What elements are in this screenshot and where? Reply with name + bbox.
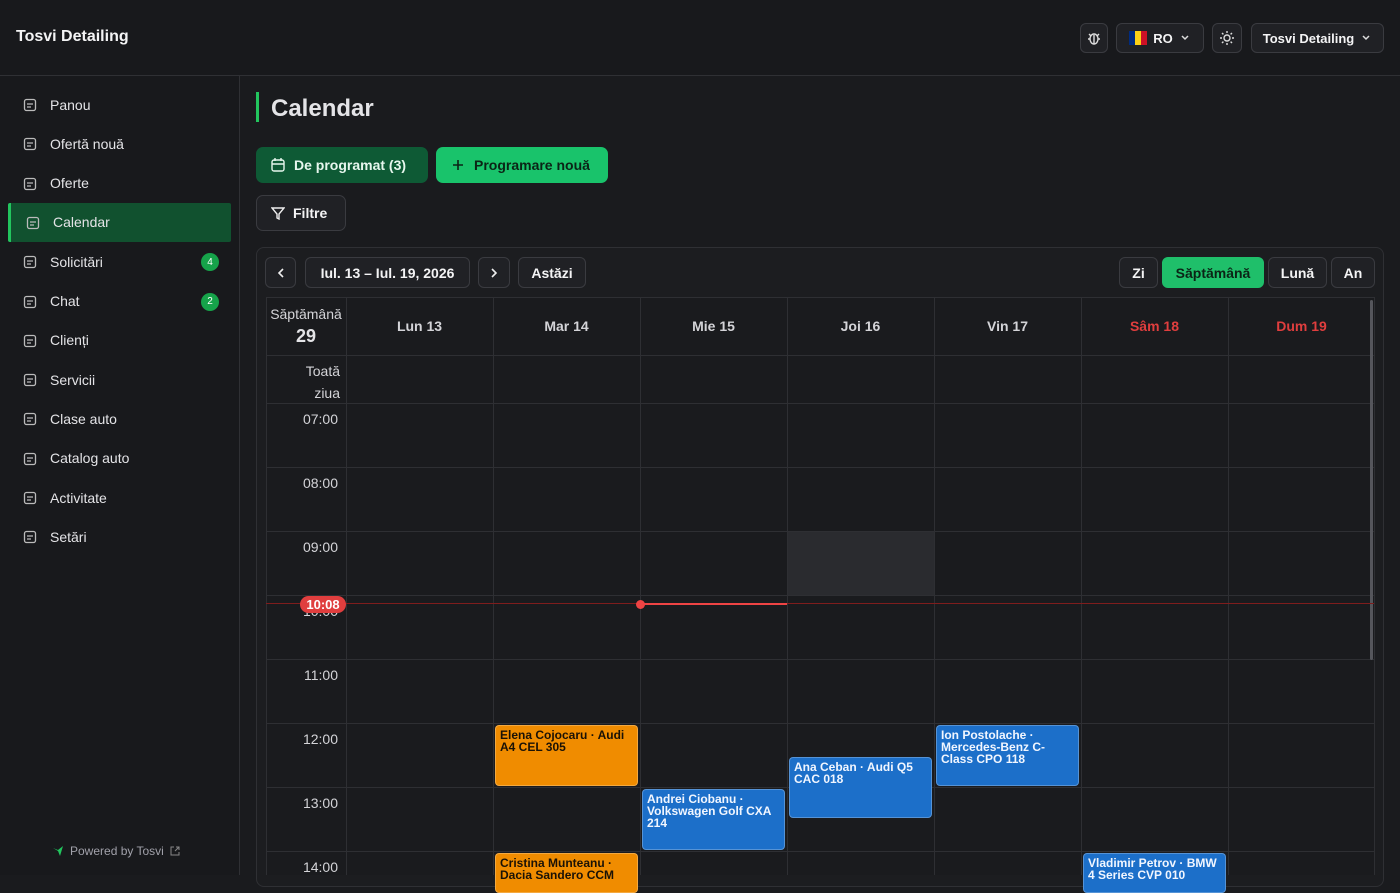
nav-label: Solicitări <box>50 253 103 270</box>
nav-label: Servicii <box>50 371 96 388</box>
nav-label: Activitate <box>50 489 107 506</box>
language-select[interactable]: RO <box>1116 23 1204 53</box>
hour-label: 08:00 <box>302 475 338 491</box>
nav-label: Clase auto <box>50 410 117 427</box>
grid-line <box>934 297 935 875</box>
footer-text: Powered by Tosvi <box>70 844 164 858</box>
nav-label: Catalog auto <box>50 450 130 467</box>
brand[interactable]: Tosvi Detailing <box>16 28 129 45</box>
day-header: Mar 14 <box>544 318 589 334</box>
nav-label: Chat <box>50 293 80 309</box>
day-header: Dum 19 <box>1276 318 1327 334</box>
cell-highlight <box>787 531 934 595</box>
nav-item[interactable]: Servicii <box>8 360 231 399</box>
title-accent <box>256 92 259 122</box>
sidebar: Powered by Tosvi Panou Ofertă nouă Oferte C… <box>0 76 240 875</box>
all-day-label: Toată ziua <box>305 363 340 401</box>
now-line-today <box>640 603 787 605</box>
nav-item[interactable]: Ofertă nouă <box>8 124 231 163</box>
page-title: Calendar <box>271 95 374 122</box>
event[interactable]: Ana Ceban · Audi Q5 CAC 018 <box>789 757 932 818</box>
now-label: 10:08 <box>300 596 346 613</box>
today-button[interactable]: Astăzi <box>518 257 586 288</box>
view-button[interactable]: An <box>1331 257 1375 288</box>
account: Tosvi Detailing <box>1262 30 1355 46</box>
nav-badge: 4 <box>201 253 219 272</box>
next-button[interactable] <box>478 257 510 288</box>
day-header: Mie 15 <box>692 318 735 334</box>
grid-line <box>266 531 1374 532</box>
view-button[interactable]: Lună <box>1268 257 1327 288</box>
grid-line <box>1081 297 1082 875</box>
grid-line <box>266 467 1374 468</box>
hour-label: 09:00 <box>302 539 338 555</box>
now-line <box>266 603 1374 604</box>
nav-item[interactable]: Calendar <box>8 202 231 242</box>
nav-label: Clienți <box>50 332 89 349</box>
event[interactable]: Andrei Ciobanu · Volkswagen Golf CXA 214 <box>642 789 785 850</box>
unscheduled-button[interactable]: De programat (3) <box>256 147 428 183</box>
hour-label: 12:00 <box>302 731 338 747</box>
grid-line <box>787 297 788 875</box>
header: Tosvi Detailing RO Tosvi Detailing <box>0 0 1400 76</box>
grid-line <box>1374 297 1375 875</box>
theme-button[interactable] <box>1212 23 1242 53</box>
view-button[interactable]: Zi <box>1119 257 1158 288</box>
week-label: Săptămână <box>270 306 342 322</box>
grid-line <box>266 659 1374 660</box>
grid-line <box>266 851 1374 852</box>
event[interactable]: Cristina Munteanu · Dacia Sandero CCM <box>495 853 638 893</box>
nav-item[interactable]: Clienți <box>8 321 231 360</box>
grid-line <box>346 297 347 875</box>
nav-item[interactable]: Setări <box>8 517 231 556</box>
day-header: Vin 17 <box>987 318 1028 334</box>
powered-by[interactable]: Powered by Tosvi <box>52 844 180 858</box>
debug-button[interactable] <box>1080 23 1108 53</box>
grid-line <box>266 723 1374 724</box>
nav-item[interactable]: Activitate <box>8 478 231 517</box>
day-header: Joi 16 <box>840 318 881 334</box>
filters-button[interactable]: Filtre <box>256 195 346 231</box>
hour-label: 07:00 <box>302 411 338 427</box>
view-button[interactable]: Săptămână <box>1162 257 1264 288</box>
nav-item[interactable]: Catalog auto <box>8 439 231 478</box>
date-range[interactable]: Iul. 13 – Iul. 19, 2026 <box>305 257 470 288</box>
grid-line <box>640 297 641 875</box>
account-menu[interactable]: Tosvi Detailing <box>1251 23 1384 53</box>
day-header: Lun 13 <box>396 318 443 334</box>
week-number: 29 <box>295 326 317 346</box>
hour-label: 11:00 <box>304 667 338 683</box>
grid-line <box>493 297 494 875</box>
nav-item[interactable]: Panou <box>8 85 231 124</box>
label: De programat (3) <box>294 157 407 173</box>
prev-button[interactable] <box>265 257 296 288</box>
event[interactable]: Elena Cojocaru · Audi A4 CEL 305 <box>495 725 638 786</box>
nav-badge: 2 <box>201 292 219 311</box>
scrollbar <box>1370 300 1373 660</box>
new-appointment-button[interactable]: Programare nouă <box>436 147 608 183</box>
nav-item[interactable]: Oferte <box>8 164 231 203</box>
nav-item[interactable]: Chat 2 <box>8 282 231 321</box>
now-dot <box>636 600 645 609</box>
nav-label: Ofertă nouă <box>50 135 124 152</box>
grid-line <box>1228 297 1229 875</box>
grid-line <box>266 403 1374 404</box>
language: RO <box>1153 30 1173 46</box>
label: Filtre <box>293 205 328 221</box>
label: Programare nouă <box>474 157 590 173</box>
hour-label: 14:00 <box>302 859 338 875</box>
hour-label: 13:00 <box>302 795 338 811</box>
nav-label: Oferte <box>50 175 89 192</box>
event[interactable]: Vladimir Petrov · BMW 4 Series CVP 010 <box>1083 853 1226 893</box>
event[interactable]: Ion Postolache · Mercedes-Benz C-Class C… <box>936 725 1079 786</box>
nav-label: Calendar <box>53 214 110 231</box>
grid-line <box>266 595 1374 596</box>
nav-item[interactable]: Solicitări 4 <box>8 242 231 281</box>
grid-line <box>266 355 1374 356</box>
nav-label: Setări <box>50 528 87 545</box>
day-header: Sâm 18 <box>1129 318 1180 334</box>
nav-label: Panou <box>50 96 91 113</box>
nav-item[interactable]: Clase auto <box>8 399 231 438</box>
